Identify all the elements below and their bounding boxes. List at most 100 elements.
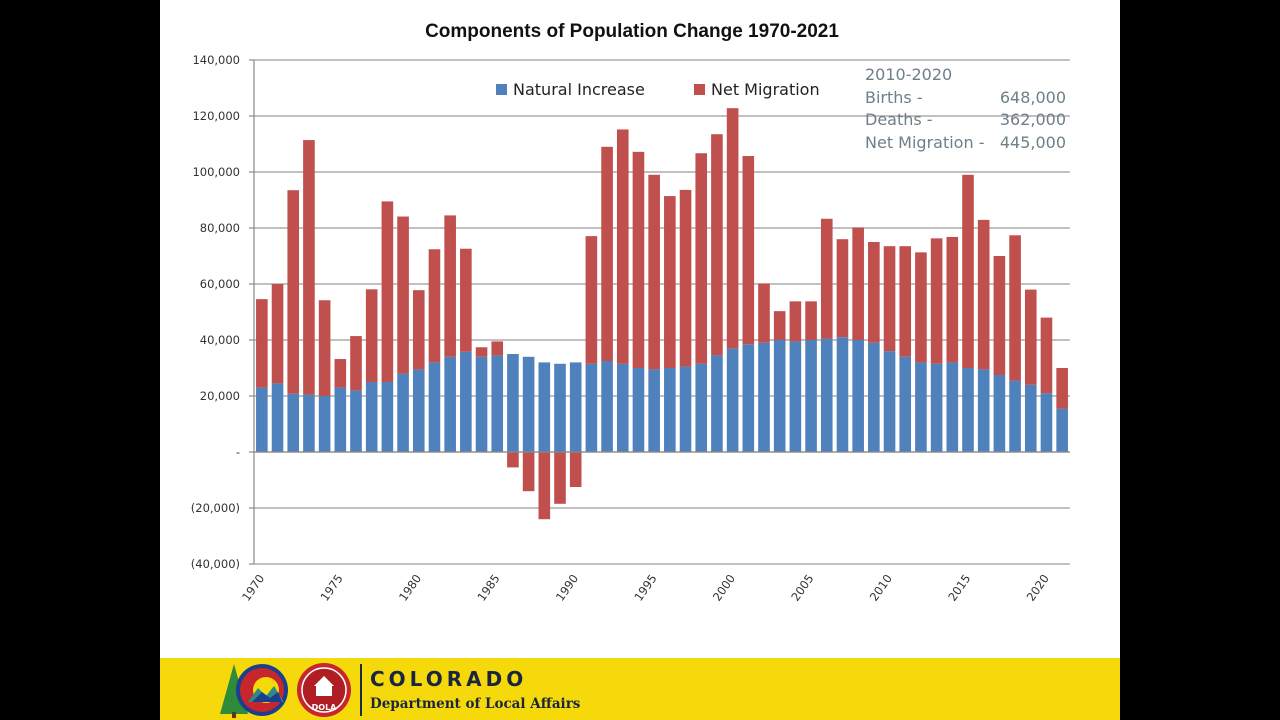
bar-natural-increase [820, 338, 833, 452]
bar-net-migration [946, 236, 959, 363]
bar-natural-increase [507, 354, 519, 452]
legend-swatch-natural-increase [496, 84, 507, 95]
axes [249, 59, 1070, 565]
bar-net-migration [820, 218, 833, 339]
bar-net-migration [836, 239, 849, 338]
bar-natural-increase [491, 355, 504, 452]
bar-net-migration [538, 452, 551, 520]
bar-net-migration [318, 300, 331, 396]
bar-natural-increase [632, 368, 645, 452]
x-tick-label: 1980 [396, 572, 424, 604]
bar-natural-increase [899, 356, 912, 452]
bar-natural-increase [318, 396, 331, 452]
bar-natural-increase [1056, 408, 1068, 452]
bar-natural-increase [946, 362, 959, 452]
bar-natural-increase [585, 363, 598, 452]
bar-natural-increase [868, 342, 880, 452]
bar-net-migration [475, 347, 488, 357]
note-births-label: Births - [865, 88, 923, 107]
bar-net-migration [428, 249, 441, 363]
bar-net-migration [899, 246, 912, 357]
bar-net-migration [930, 238, 943, 364]
bar-natural-increase [460, 351, 472, 452]
x-tick-label: 1975 [318, 572, 346, 604]
bar-net-migration [632, 151, 645, 368]
bar-net-migration [695, 153, 708, 364]
footer-banner: DOLA COLORADO Department of Local Affair… [160, 658, 1120, 720]
bar-net-migration [334, 359, 347, 388]
bar-natural-increase [758, 342, 770, 452]
x-tick-label: 2015 [945, 572, 973, 604]
bar-net-migration [491, 341, 504, 356]
bar-natural-increase [977, 369, 990, 452]
bar-natural-increase [915, 362, 927, 452]
bar-net-migration [852, 227, 864, 340]
bar-net-migration [883, 246, 896, 352]
bar-natural-increase [365, 382, 378, 452]
dola-badge-text: DOLA [312, 703, 338, 712]
bar-net-migration [664, 196, 676, 368]
bar-net-migration [1040, 317, 1053, 394]
bar-net-migration [444, 215, 456, 357]
y-tick-label: 120,000 [192, 109, 240, 123]
bar-net-migration [256, 299, 268, 388]
chart-title: Components of Population Change 1970-202… [425, 21, 839, 42]
x-tick-label: 1985 [474, 572, 502, 604]
legend: Natural Increase Net Migration [496, 80, 820, 99]
bar-natural-increase [616, 363, 629, 452]
x-tick-label: 2005 [788, 572, 816, 604]
bar-natural-increase [1009, 380, 1021, 452]
x-tick-label: 2010 [867, 572, 895, 604]
bar-natural-increase [962, 368, 974, 452]
bar-net-migration [569, 452, 582, 487]
slide: Components of Population Change 1970-202… [160, 0, 1120, 720]
bar-net-migration [789, 301, 802, 342]
bar-net-migration [962, 174, 974, 368]
bar-net-migration [507, 452, 519, 468]
bar-natural-increase [334, 387, 347, 452]
y-tick-label: 60,000 [200, 277, 240, 291]
y-tick-label: 140,000 [192, 53, 240, 67]
bar-net-migration [648, 174, 660, 370]
bar-natural-increase [601, 361, 613, 452]
summary-note: 2010-2020 Births - 648,000 Deaths - 362,… [865, 65, 1066, 152]
note-deaths-value: 362,000 [1000, 110, 1066, 129]
bars [256, 108, 1068, 520]
y-tick-label: 20,000 [200, 389, 240, 403]
bar-net-migration [758, 283, 770, 343]
note-net-migration-value: 445,000 [1000, 133, 1066, 152]
bar-net-migration [1024, 289, 1037, 385]
x-tick-label: 1990 [553, 572, 581, 604]
bar-net-migration [1056, 368, 1068, 409]
bar-net-migration [522, 452, 535, 492]
note-net-migration-label: Net Migration - [865, 133, 984, 152]
bar-natural-increase [993, 375, 1006, 452]
x-tick-label: 2020 [1024, 572, 1052, 604]
colorado-logo-icon: DOLA [220, 663, 351, 718]
x-tick-label: 1995 [631, 572, 659, 604]
footer-divider [360, 664, 362, 716]
y-tick-label: (20,000) [191, 501, 240, 515]
legend-label-natural-increase: Natural Increase [513, 80, 645, 99]
bar-net-migration [554, 452, 566, 504]
bar-net-migration [601, 146, 613, 361]
bar-natural-increase [475, 356, 488, 452]
x-tick-label: 2000 [710, 572, 738, 604]
bar-net-migration [679, 189, 692, 367]
bar-natural-increase [381, 382, 394, 452]
bar-net-migration [773, 311, 786, 340]
bar-natural-increase [1024, 384, 1037, 452]
bar-natural-increase [271, 383, 284, 452]
bar-natural-increase [287, 393, 300, 452]
bar-natural-increase [648, 369, 660, 452]
note-deaths-label: Deaths - [865, 110, 933, 129]
bar-natural-increase [711, 355, 723, 452]
y-tick-label: - [236, 445, 240, 459]
y-axis-ticks: 140,000 120,000 100,000 80,000 60,000 40,000 2… [191, 53, 240, 571]
bar-natural-increase [444, 356, 456, 452]
footer-org-name: COLORADO [370, 667, 528, 691]
bar-natural-increase [1040, 393, 1053, 452]
bar-natural-increase [930, 363, 943, 452]
bar-natural-increase [350, 390, 362, 452]
bar-natural-increase [256, 387, 268, 452]
